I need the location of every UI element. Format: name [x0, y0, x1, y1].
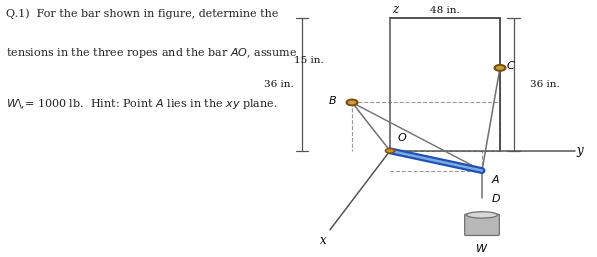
- Text: tensions in the three ropes and the bar $\mathit{AO}$, assume: tensions in the three ropes and the bar …: [6, 47, 297, 60]
- Text: 36 in.: 36 in.: [264, 80, 294, 89]
- Text: 36 in.: 36 in.: [530, 80, 560, 89]
- Text: 48 in.: 48 in.: [430, 6, 460, 15]
- Text: $O$: $O$: [397, 131, 408, 143]
- Text: $B$: $B$: [328, 94, 337, 106]
- Text: z: z: [392, 3, 399, 16]
- Text: x: x: [321, 234, 327, 247]
- Ellipse shape: [347, 100, 357, 105]
- Text: $C$: $C$: [506, 59, 516, 71]
- Ellipse shape: [386, 149, 395, 153]
- Text: $W$: $W$: [475, 242, 489, 254]
- FancyBboxPatch shape: [464, 214, 499, 235]
- Ellipse shape: [495, 65, 505, 71]
- Ellipse shape: [466, 212, 497, 218]
- Text: $A$: $A$: [491, 173, 500, 185]
- Text: 15 in.: 15 in.: [294, 56, 324, 65]
- Text: $W$\,= 1000 lb.  Hint: Point $\mathit{A}$ lies in the $xy$ plane.: $W$\,= 1000 lb. Hint: Point $\mathit{A}$…: [6, 97, 278, 111]
- Text: $D$: $D$: [491, 192, 501, 204]
- Text: y: y: [577, 144, 583, 157]
- Text: Q.1)  For the bar shown in figure, determine the: Q.1) For the bar shown in figure, determ…: [6, 8, 278, 19]
